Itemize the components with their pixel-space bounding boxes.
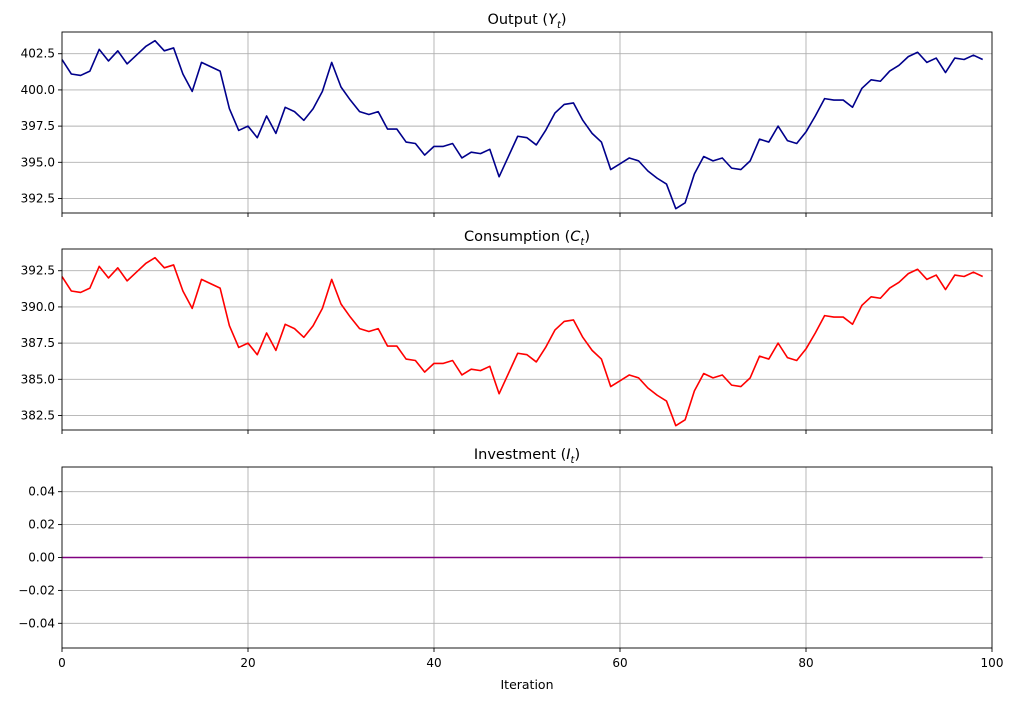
consumption-ytick-label: 390.0 — [21, 300, 55, 314]
investment-xtick-label: 100 — [981, 656, 1004, 670]
consumption-title: Consumption (Ct) — [464, 229, 590, 248]
output-ytick-label: 395.0 — [21, 155, 55, 169]
output-grid — [62, 32, 992, 213]
investment-ytick-label: 0.04 — [28, 485, 55, 499]
output-title: Output (Yt) — [487, 12, 566, 31]
investment-ytick-label: −0.02 — [18, 583, 55, 597]
investment-xtick-label: 20 — [240, 656, 255, 670]
investment-ytick-label: 0.00 — [28, 551, 55, 565]
consumption-ytick-label: 387.5 — [21, 336, 55, 350]
output-ytick-label: 392.5 — [21, 192, 55, 206]
consumption-ytick-label: 392.5 — [21, 264, 55, 278]
subplot-panels: 392.5 395.0 397.5 400.0 402.5 Output (Yt) 382.… — [18, 12, 1003, 670]
output-ytick-label: 397.5 — [21, 119, 55, 133]
investment-title: Investment (It) — [474, 447, 580, 466]
output-axes-frame — [61, 31, 993, 214]
consumption-axes-frame — [61, 248, 993, 431]
investment-xtick-label: 0 — [58, 656, 66, 670]
investment-panel: −0.04 −0.02 0.00 0.02 0.04 0 20 40 60 80 100 Invest… — [18, 447, 1003, 670]
consumption-ytick-label: 382.5 — [21, 409, 55, 423]
investment-ytick-label: 0.02 — [28, 518, 55, 532]
consumption-panel: 382.5 385.0 387.5 390.0 392.5 Consumption (Ct… — [21, 229, 993, 434]
investment-xtick-label: 80 — [798, 656, 813, 670]
investment-ytick-label: −0.04 — [18, 616, 55, 630]
investment-xtick-label: 40 — [426, 656, 441, 670]
output-series-line — [61, 39, 984, 210]
output-panel: 392.5 395.0 397.5 400.0 402.5 Output (Yt) — [21, 12, 993, 217]
investment-xtick-label: 60 — [612, 656, 627, 670]
consumption-grid — [62, 249, 992, 430]
consumption-ytick-label: 385.0 — [21, 372, 55, 386]
consumption-series-line — [61, 256, 984, 427]
output-ytick-label: 402.5 — [21, 47, 55, 61]
x-axis-label: Iteration — [500, 677, 553, 692]
output-ytick-label: 400.0 — [21, 83, 55, 97]
